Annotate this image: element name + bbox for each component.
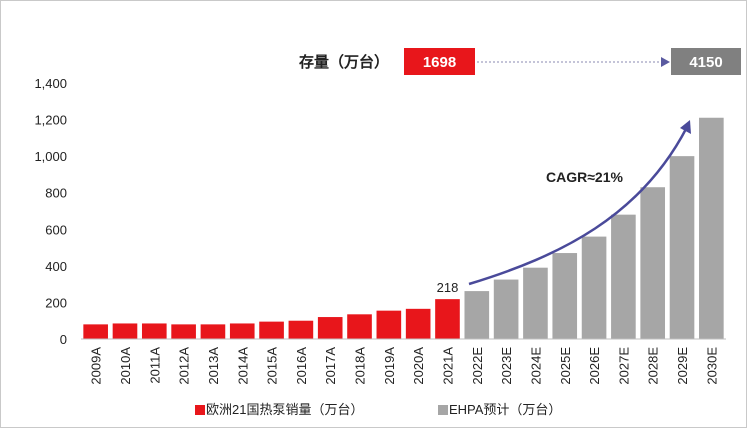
bar-2016A — [288, 320, 314, 339]
bar-2026E — [581, 236, 607, 339]
y-tick-label: 1,400 — [34, 76, 67, 91]
bar-2028E — [640, 187, 666, 339]
y-tick-label: 800 — [45, 186, 67, 201]
bar-2011A — [141, 323, 167, 339]
bars: 218 — [83, 117, 724, 339]
x-tick-label: 2027E — [616, 347, 631, 385]
bar-2009A — [83, 324, 108, 339]
x-tick-label: 2028E — [646, 347, 661, 385]
x-tick-label: 2022E — [470, 347, 485, 385]
x-tick-label: 2020A — [411, 347, 426, 385]
x-tick-label: 2011A — [147, 347, 162, 384]
x-tick-label: 2017A — [323, 347, 338, 385]
legend-swatch-sales — [195, 405, 205, 415]
bar-2024E — [523, 267, 548, 339]
legend: 欧洲21国热泵销量（万台） EHPA预计（万台） — [195, 402, 561, 417]
stock-arrow-head — [661, 57, 670, 67]
y-axis: 0 200 400 600 800 1,000 1,200 1,400 — [34, 76, 67, 347]
x-tick-label: 2026E — [587, 347, 602, 385]
bar-2012A — [171, 324, 196, 339]
x-tick-label: 2024E — [528, 347, 543, 385]
bar-2030E — [699, 117, 724, 339]
x-tick-label: 2012A — [177, 347, 192, 385]
x-tick-label: 2013A — [206, 347, 221, 385]
y-tick-label: 1,200 — [34, 113, 67, 128]
bar-2017A — [317, 317, 343, 339]
legend-label-forecast: EHPA预计（万台） — [449, 402, 561, 417]
x-tick-label: 2023E — [499, 347, 514, 385]
y-tick-label: 200 — [45, 295, 67, 310]
x-tick-label: 2030E — [704, 347, 719, 385]
stock-label: 存量（万台） — [299, 53, 389, 71]
x-tick-label: 2025E — [558, 347, 573, 385]
bar-2025E — [552, 253, 578, 339]
y-tick-label: 0 — [60, 332, 67, 347]
y-tick-label: 400 — [45, 259, 67, 274]
bar-2022E — [464, 291, 490, 339]
bar-2015A — [259, 321, 284, 339]
stock-value-2030: 4150 — [689, 54, 722, 71]
stock-value-2021-box — [404, 48, 475, 75]
y-tick-label: 1,000 — [34, 149, 67, 164]
stock-value-2030-box — [671, 48, 741, 75]
legend-swatch-forecast — [438, 405, 448, 415]
x-tick-label: 2019A — [382, 347, 397, 385]
bar-2027E — [611, 214, 636, 339]
bar-2010A — [112, 323, 138, 339]
cagr-arrow — [468, 126, 689, 286]
cagr-arrow-head — [680, 120, 691, 134]
y-tick-label: 600 — [45, 222, 67, 237]
bar-2021A — [435, 299, 460, 339]
x-tick-label: 2015A — [265, 347, 280, 385]
legend-label-sales: 欧洲21国热泵销量（万台） — [206, 402, 363, 417]
bar-2013A — [200, 324, 226, 339]
bar-2020A — [405, 308, 431, 339]
x-tick-label: 2016A — [294, 347, 309, 385]
bar-2018A — [347, 314, 372, 339]
x-tick-label: 2029E — [675, 347, 690, 385]
data-label: 218 — [437, 280, 459, 295]
bar-2023E — [493, 279, 519, 339]
x-tick-label: 2021A — [440, 347, 455, 385]
x-tick-label: 2014A — [235, 347, 250, 385]
bar-2029E — [669, 156, 695, 339]
bar-2014A — [229, 323, 255, 339]
bar-2019A — [376, 310, 402, 339]
stock-value-2021: 1698 — [423, 54, 456, 71]
x-tick-label: 2010A — [118, 347, 133, 385]
x-tick-label: 2018A — [353, 347, 368, 385]
x-axis-labels: 2009A 2010A 2011A 2012A 2013A 2014A 2015A 2016A… — [89, 347, 720, 385]
cagr-label: CAGR≈21% — [546, 169, 623, 185]
x-tick-label: 2009A — [89, 347, 104, 385]
